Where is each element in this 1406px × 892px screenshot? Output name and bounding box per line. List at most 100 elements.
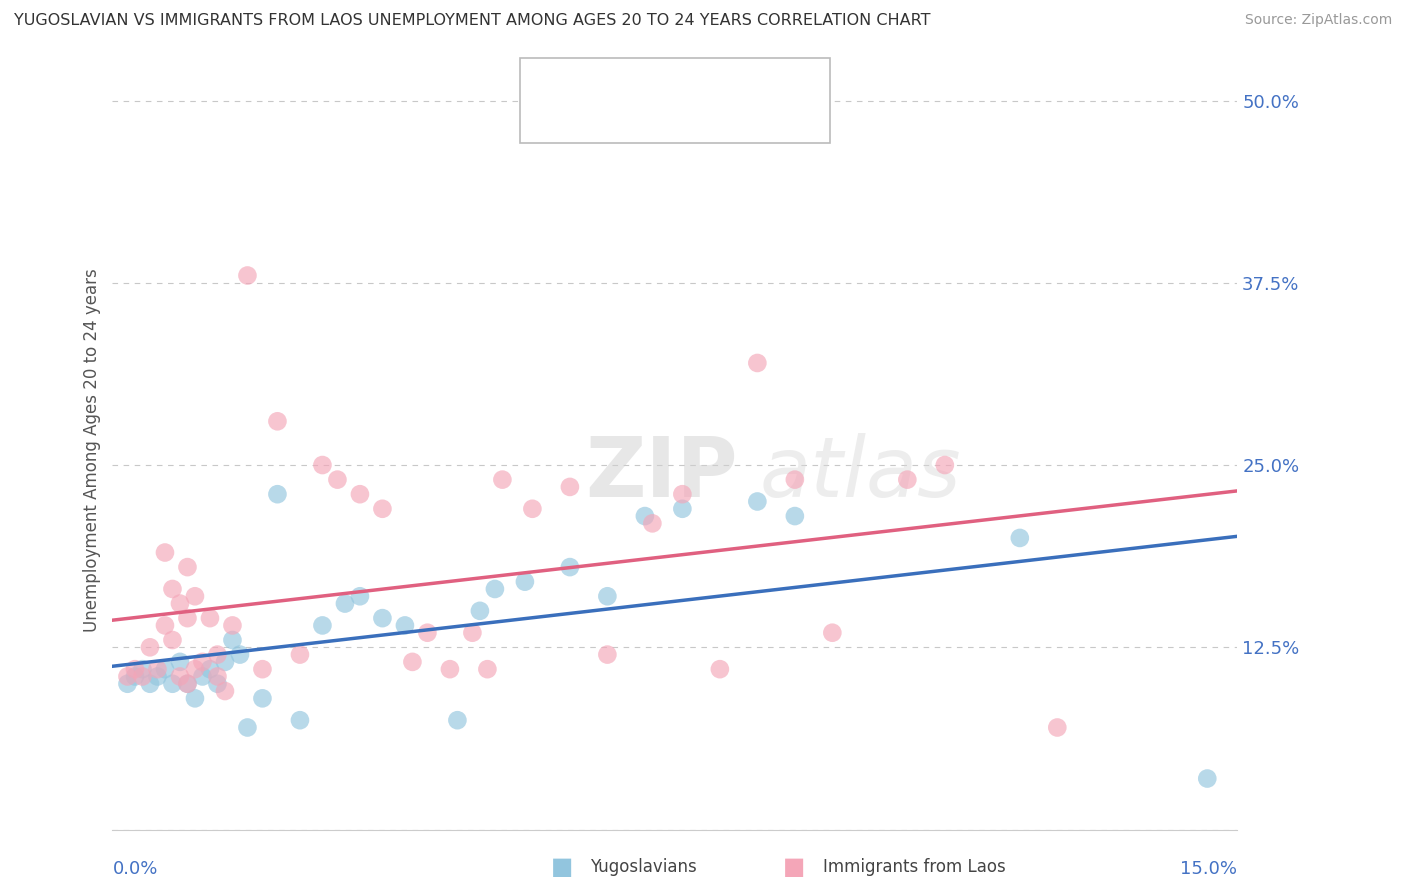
Text: 0.333: 0.333 xyxy=(616,111,672,128)
Point xyxy=(446,713,468,727)
Point xyxy=(198,662,221,676)
Point xyxy=(169,669,191,683)
Point xyxy=(124,662,146,676)
Point xyxy=(191,655,214,669)
Y-axis label: Unemployment Among Ages 20 to 24 years: Unemployment Among Ages 20 to 24 years xyxy=(83,268,101,632)
Text: N =: N = xyxy=(690,111,730,128)
Point xyxy=(252,662,274,676)
Point xyxy=(207,648,229,662)
Point xyxy=(394,618,416,632)
Point xyxy=(671,501,693,516)
Point xyxy=(596,589,619,603)
Point xyxy=(221,633,243,648)
Point xyxy=(184,589,207,603)
Point xyxy=(641,516,664,531)
Point xyxy=(124,669,146,683)
Point xyxy=(117,677,139,691)
Bar xyxy=(531,107,561,132)
Text: 15.0%: 15.0% xyxy=(1180,860,1237,878)
Point xyxy=(1008,531,1031,545)
Point xyxy=(153,545,176,559)
Point xyxy=(596,648,619,662)
Text: 48: 48 xyxy=(728,111,754,128)
Text: 37: 37 xyxy=(728,74,754,92)
Point xyxy=(266,414,288,428)
Point xyxy=(401,655,423,669)
Point xyxy=(896,473,918,487)
Point xyxy=(191,669,214,683)
Point xyxy=(311,618,333,632)
Point xyxy=(184,662,207,676)
Point xyxy=(783,473,806,487)
Point xyxy=(558,560,581,574)
Text: R =: R = xyxy=(574,74,613,92)
Point xyxy=(146,669,169,683)
Point xyxy=(747,494,769,508)
Point xyxy=(477,662,499,676)
Point xyxy=(558,480,581,494)
Point xyxy=(371,611,394,625)
Point xyxy=(207,677,229,691)
Point xyxy=(783,509,806,524)
Point xyxy=(484,582,506,596)
Point xyxy=(439,662,461,676)
Point xyxy=(131,669,153,683)
Point xyxy=(214,684,236,698)
Point xyxy=(288,648,311,662)
Point xyxy=(153,662,176,676)
Point xyxy=(522,501,544,516)
Point xyxy=(461,625,484,640)
Text: 0.231: 0.231 xyxy=(616,74,672,92)
Point xyxy=(176,677,198,691)
Point xyxy=(162,582,184,596)
Point xyxy=(139,677,162,691)
Point xyxy=(634,509,657,524)
Point xyxy=(513,574,536,589)
Point xyxy=(709,662,731,676)
Point xyxy=(139,640,162,655)
Point xyxy=(326,473,349,487)
Point xyxy=(162,677,184,691)
Point xyxy=(416,625,439,640)
Point xyxy=(198,611,221,625)
Bar xyxy=(531,70,561,95)
Text: ZIP: ZIP xyxy=(585,433,737,514)
Point xyxy=(176,560,198,574)
Point xyxy=(288,713,311,727)
Point xyxy=(266,487,288,501)
Text: YUGOSLAVIAN VS IMMIGRANTS FROM LAOS UNEMPLOYMENT AMONG AGES 20 TO 24 YEARS CORRE: YUGOSLAVIAN VS IMMIGRANTS FROM LAOS UNEM… xyxy=(14,13,931,29)
Text: atlas: atlas xyxy=(759,433,960,514)
Point xyxy=(371,501,394,516)
Point xyxy=(229,648,252,662)
Text: N =: N = xyxy=(690,74,730,92)
Point xyxy=(207,669,229,683)
Point xyxy=(311,458,333,472)
Point xyxy=(184,691,207,706)
Point xyxy=(236,268,259,283)
Point xyxy=(1197,772,1219,786)
Point xyxy=(176,677,198,691)
Point xyxy=(117,669,139,683)
Text: Yugoslavians: Yugoslavians xyxy=(591,858,697,876)
Point xyxy=(236,721,259,735)
Text: Source: ZipAtlas.com: Source: ZipAtlas.com xyxy=(1244,13,1392,28)
Point xyxy=(169,597,191,611)
Point xyxy=(153,618,176,632)
Point xyxy=(468,604,491,618)
Point xyxy=(821,625,844,640)
Point xyxy=(221,618,243,632)
Text: R =: R = xyxy=(574,111,613,128)
Point xyxy=(934,458,956,472)
Text: 0.0%: 0.0% xyxy=(112,860,157,878)
Point xyxy=(176,611,198,625)
Point xyxy=(349,589,371,603)
Point xyxy=(214,655,236,669)
Point xyxy=(349,487,371,501)
Point xyxy=(162,633,184,648)
Point xyxy=(333,597,356,611)
Point xyxy=(146,662,169,676)
Point xyxy=(1046,721,1069,735)
Text: Immigrants from Laos: Immigrants from Laos xyxy=(823,858,1005,876)
Point xyxy=(252,691,274,706)
Point xyxy=(671,487,693,501)
